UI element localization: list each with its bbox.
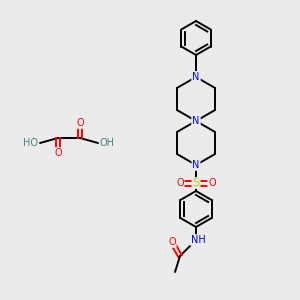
Text: O: O	[176, 178, 184, 188]
Text: O: O	[54, 148, 62, 158]
Text: N: N	[192, 116, 200, 126]
Text: O: O	[76, 118, 84, 128]
Text: NH: NH	[190, 235, 206, 245]
Text: N: N	[192, 72, 200, 82]
Text: N: N	[192, 72, 200, 82]
Text: OH: OH	[100, 138, 115, 148]
Text: S: S	[192, 178, 200, 188]
Text: N: N	[192, 160, 200, 170]
Text: O: O	[208, 178, 216, 188]
Text: HO: HO	[23, 138, 38, 148]
Text: O: O	[168, 237, 176, 247]
Text: N: N	[192, 116, 200, 126]
